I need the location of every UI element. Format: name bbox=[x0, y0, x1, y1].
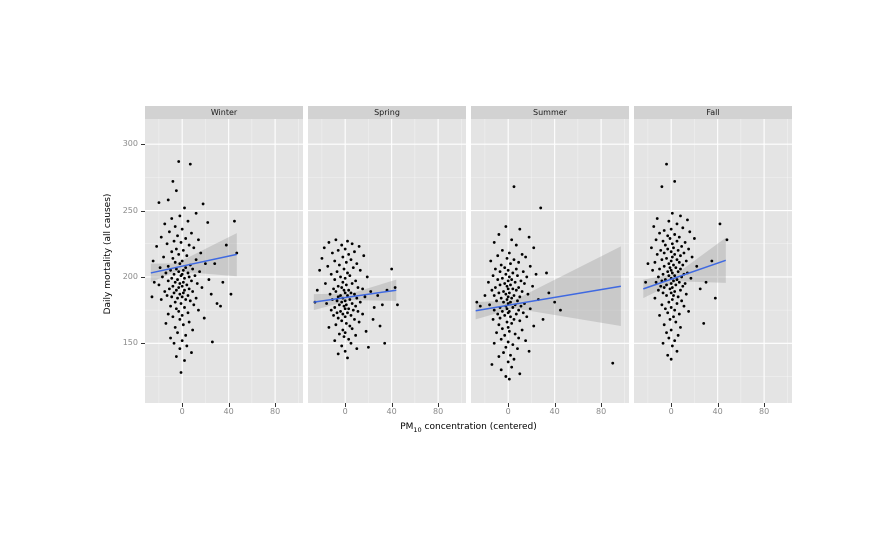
x-tick-label: 0 bbox=[342, 407, 348, 416]
y-tick-mark bbox=[141, 144, 145, 146]
facet-strip-label: Spring bbox=[308, 106, 466, 119]
x-axis: 0 40 80 bbox=[145, 403, 303, 421]
regression-line bbox=[313, 289, 397, 303]
x-axis: 0 40 80 bbox=[308, 403, 466, 421]
x-tick-mark bbox=[438, 403, 440, 407]
facet-strip-label: Summer bbox=[471, 106, 629, 119]
x-tick-label: 40 bbox=[549, 407, 560, 416]
x-tick-mark bbox=[508, 403, 510, 407]
facet-fall: Fall 0 40 80 bbox=[634, 106, 792, 421]
x-tick-label: 80 bbox=[596, 407, 607, 416]
y-axis-title: Daily mortality (all causes) bbox=[100, 106, 116, 421]
x-tick-mark bbox=[275, 403, 277, 407]
y-tick-mark bbox=[141, 210, 145, 212]
y-tick-mark bbox=[141, 276, 145, 278]
x-axis: 0 40 80 bbox=[634, 403, 792, 421]
x-tick-label: 0 bbox=[668, 407, 674, 416]
x-tick-mark bbox=[182, 403, 184, 407]
panel-plot-area bbox=[471, 119, 629, 403]
y-tick-label: 150 bbox=[122, 338, 138, 348]
regression-line bbox=[475, 285, 621, 312]
facet-summer: Summer 0 40 80 bbox=[471, 106, 629, 421]
facet-spring: Spring 0 40 80 bbox=[308, 106, 466, 421]
x-tick-mark bbox=[671, 403, 673, 407]
confidence-band bbox=[475, 246, 621, 327]
x-axis: 0 40 80 bbox=[471, 403, 629, 421]
x-tick-label: 40 bbox=[223, 407, 234, 416]
y-tick-label: 250 bbox=[122, 205, 138, 215]
x-tick-mark bbox=[601, 403, 603, 407]
x-axis-title: PM10 concentration (centered) bbox=[145, 422, 792, 434]
x-tick-label: 80 bbox=[270, 407, 281, 416]
facet-strip-label: Fall bbox=[634, 106, 792, 119]
x-tick-label: 0 bbox=[505, 407, 511, 416]
x-tick-label: 80 bbox=[759, 407, 770, 416]
x-tick-mark bbox=[345, 403, 347, 407]
x-tick-mark bbox=[228, 403, 230, 407]
panel-plot-area bbox=[308, 119, 466, 403]
x-tick-mark bbox=[391, 403, 393, 407]
faceted-scatter-figure: Daily mortality (all causes) 150 200 250 30… bbox=[100, 106, 792, 434]
regression-line bbox=[643, 259, 727, 290]
x-tick-label: 0 bbox=[179, 407, 185, 416]
regression-line bbox=[150, 253, 237, 274]
x-axis-title-prefix: PM bbox=[400, 422, 414, 432]
x-tick-mark bbox=[717, 403, 719, 407]
x-axis-title-suffix: concentration (centered) bbox=[421, 422, 537, 432]
x-tick-label: 40 bbox=[386, 407, 397, 416]
x-tick-mark bbox=[554, 403, 556, 407]
x-tick-mark bbox=[764, 403, 766, 407]
y-tick-mark bbox=[141, 343, 145, 345]
y-axis: 150 200 250 300 bbox=[116, 106, 145, 421]
x-tick-label: 40 bbox=[712, 407, 723, 416]
panel-plot-area bbox=[634, 119, 792, 403]
x-axis-title-subscript: 10 bbox=[413, 425, 422, 434]
panel-plot-area bbox=[145, 119, 303, 403]
facet-strip-label: Winter bbox=[145, 106, 303, 119]
confidence-band bbox=[643, 237, 726, 299]
y-tick-label: 200 bbox=[122, 271, 138, 281]
confidence-band bbox=[150, 233, 237, 283]
facet-winter: Winter 0 40 80 bbox=[145, 106, 303, 421]
panels: Winter 0 40 80 Spring 0 40 80 Summer 0 40 80 Fall 0 40… bbox=[145, 106, 792, 421]
x-tick-label: 80 bbox=[433, 407, 444, 416]
y-tick-label: 300 bbox=[122, 139, 138, 149]
